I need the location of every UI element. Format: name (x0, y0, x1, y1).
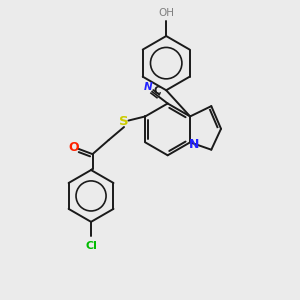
Text: N: N (144, 82, 152, 92)
Text: N: N (189, 138, 199, 151)
Text: C: C (154, 86, 161, 96)
Text: S: S (119, 115, 129, 128)
Text: Cl: Cl (86, 241, 98, 251)
Text: OH: OH (158, 8, 174, 18)
Text: O: O (68, 141, 79, 154)
